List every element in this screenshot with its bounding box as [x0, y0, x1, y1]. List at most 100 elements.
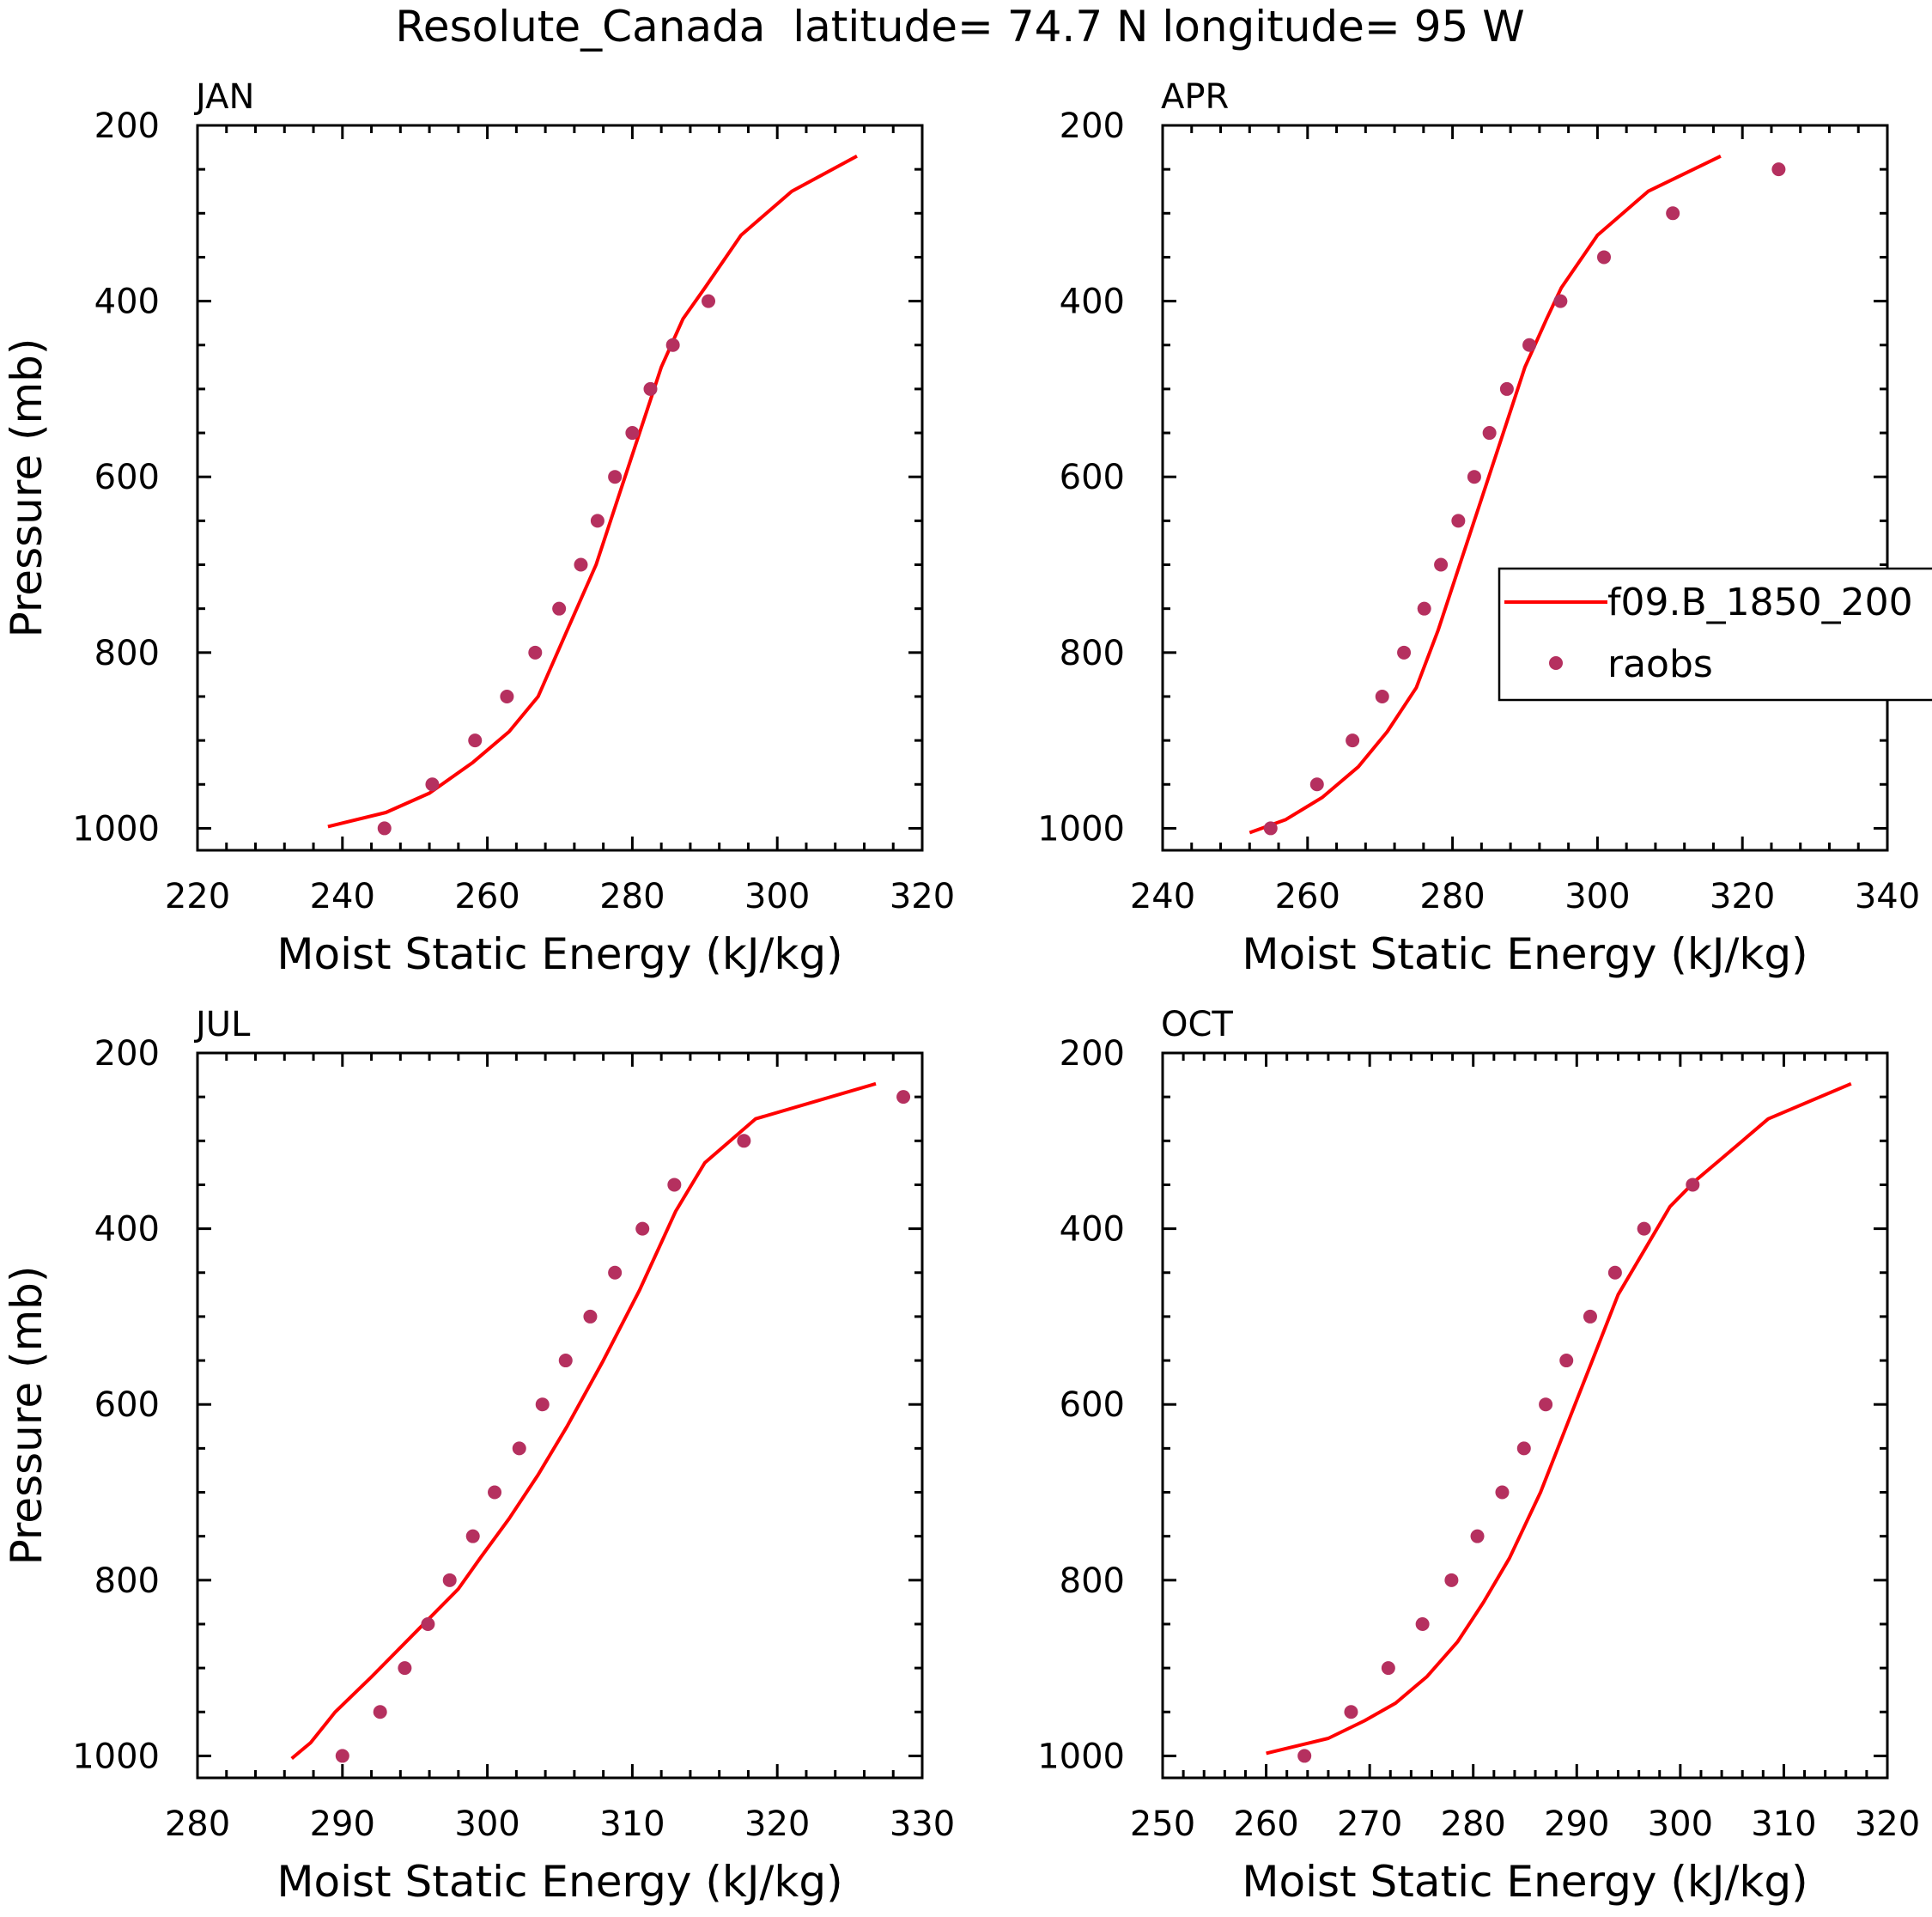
x-tick-label: 320 [890, 877, 955, 916]
panel-oct: 250 260 270 280 290 300 310 320 200 400 600 800 1000… [1037, 1005, 1920, 1907]
obs-point [1263, 821, 1278, 836]
legend-box [1498, 567, 1932, 702]
obs-point [442, 1573, 457, 1587]
x-tick-label: 280 [165, 1804, 230, 1844]
obs-point [512, 1441, 526, 1456]
obs-point [1309, 777, 1324, 792]
obs-point [1346, 733, 1360, 748]
obs-point [1381, 1661, 1395, 1676]
x-tick-label: 300 [744, 877, 810, 916]
x-tick-label: 320 [1710, 877, 1775, 916]
obs-point [377, 821, 392, 836]
y-axis-label: Pressure (mb) [2, 338, 52, 638]
obs-point [1417, 601, 1431, 616]
obs-point [421, 1616, 435, 1631]
obs-point [583, 1309, 598, 1324]
y-tick-label: 800 [94, 634, 160, 673]
obs-point [552, 601, 567, 616]
obs-point [373, 1705, 387, 1719]
x-tick-label: 240 [1130, 877, 1195, 916]
panel-title: OCT [1161, 1005, 1233, 1044]
x-tick-label: 260 [1233, 1804, 1298, 1844]
obs-point [574, 557, 588, 572]
x-tick-label: 320 [1855, 1804, 1920, 1844]
y-tick-label: 600 [1060, 1385, 1125, 1425]
panel-title: APR [1161, 77, 1229, 117]
x-axis-label: Moist Static Energy (kJ/kg) [276, 929, 842, 979]
obs-point [1470, 1529, 1485, 1543]
x-tick-label: 280 [599, 877, 665, 916]
x-tick-label: 310 [1751, 1804, 1816, 1844]
obs-point [1482, 426, 1497, 441]
figure-title: Resolute_Canada latitude= 74.7 N longitu… [395, 2, 1524, 52]
x-tick-label: 300 [1564, 877, 1630, 916]
legend-model-label: f09.B_1850_200 [1607, 581, 1913, 624]
obs-point [488, 1485, 502, 1500]
obs-point [335, 1749, 349, 1763]
x-tick-label: 320 [744, 1804, 810, 1844]
obs-point [1607, 1265, 1622, 1280]
obs-point [1499, 381, 1514, 396]
x-tick-label: 220 [165, 877, 230, 916]
legend-dot-swatch [1549, 656, 1563, 670]
y-tick-label: 1000 [72, 809, 160, 849]
obs-point [1771, 162, 1786, 177]
obs-point [737, 1134, 751, 1148]
panel-apr: 240 260 280 300 320 340 200 400 600 800 1000 APR Moi… [1037, 77, 1932, 979]
obs-point [1444, 1573, 1459, 1587]
obs-point [1539, 1397, 1553, 1412]
y-tick-label: 600 [1060, 458, 1125, 497]
obs-point [535, 1397, 550, 1412]
obs-point [1415, 1616, 1430, 1631]
obs-point [625, 426, 640, 441]
x-axis-label: Moist Static Energy (kJ/kg) [276, 1857, 842, 1907]
obs-point [1397, 645, 1412, 660]
obs-point [1375, 689, 1389, 703]
obs-point [1583, 1309, 1597, 1324]
model-line [327, 155, 858, 829]
obs-point [1666, 206, 1680, 221]
y-tick-label: 600 [94, 1385, 160, 1425]
x-tick-label: 290 [310, 1804, 375, 1844]
y-tick-label: 800 [94, 1561, 160, 1601]
x-tick-label: 340 [1855, 877, 1920, 916]
obs-point [468, 733, 483, 748]
y-tick-label: 1000 [72, 1737, 160, 1776]
obs-point [1467, 470, 1481, 484]
obs-point [1297, 1749, 1312, 1763]
obs-point [465, 1529, 480, 1543]
panel-title: JUL [193, 1005, 251, 1044]
y-axis-label: Pressure (mb) [2, 1266, 52, 1566]
plot-frame [1161, 124, 1889, 852]
y-tick-label: 200 [1060, 106, 1125, 146]
y-tick-label: 800 [1060, 634, 1125, 673]
x-tick-label: 310 [599, 1804, 665, 1844]
model-line [1266, 1081, 1852, 1756]
obs-point [398, 1661, 412, 1676]
y-tick-label: 400 [94, 283, 160, 322]
obs-point [1434, 557, 1449, 572]
x-tick-label: 240 [310, 877, 375, 916]
obs-point [635, 1221, 650, 1236]
y-tick-label: 200 [1060, 1034, 1125, 1074]
y-tick-label: 1000 [1037, 809, 1125, 849]
y-tick-label: 400 [94, 1210, 160, 1250]
obs-point [590, 514, 605, 528]
obs-point [425, 777, 440, 792]
y-tick-label: 800 [1060, 1561, 1125, 1601]
obs-point [1637, 1221, 1651, 1236]
obs-point [667, 1178, 682, 1192]
obs-point [608, 1265, 623, 1280]
plot-frame [196, 1051, 924, 1780]
obs-point [528, 645, 543, 660]
y-tick-label: 400 [1060, 283, 1125, 322]
x-tick-label: 270 [1337, 1804, 1402, 1844]
plot-frame [1161, 1051, 1889, 1780]
x-tick-label: 330 [890, 1804, 955, 1844]
model-line [1249, 155, 1722, 835]
obs-point [665, 338, 680, 352]
x-axis-label: Moist Static Energy (kJ/kg) [1242, 929, 1807, 979]
panel-jul: 280 290 300 310 320 330 200 400 600 800 1000 JUL Moi… [2, 1005, 955, 1907]
